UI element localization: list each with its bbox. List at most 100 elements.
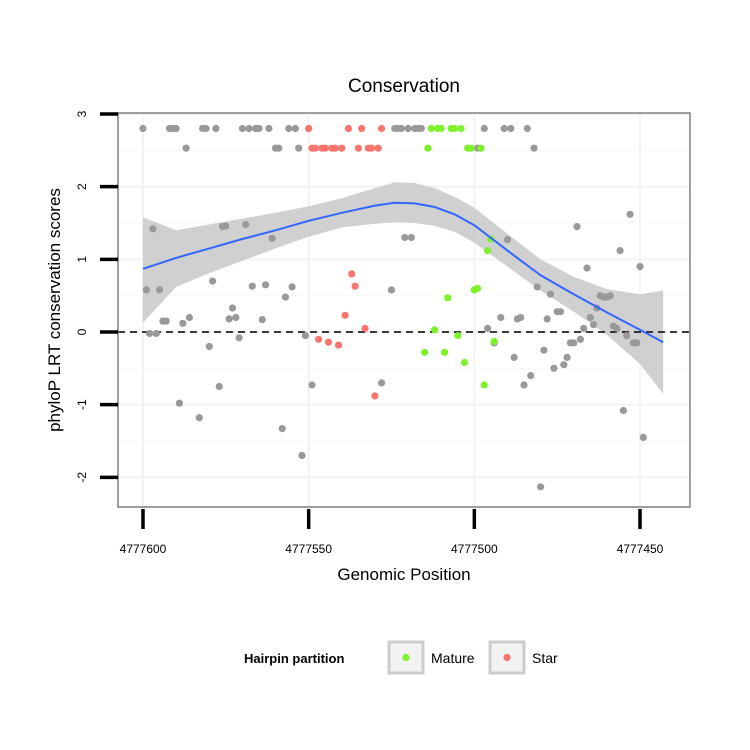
smooth-trend-line bbox=[142, 201, 664, 344]
point-star bbox=[374, 144, 382, 152]
point-mature bbox=[454, 332, 462, 340]
point-other bbox=[301, 332, 309, 340]
point-other bbox=[527, 372, 535, 380]
point-other bbox=[185, 313, 193, 322]
legend-key-star bbox=[488, 640, 526, 675]
x-tick-label: 4777450 bbox=[617, 542, 664, 556]
point-other bbox=[298, 451, 306, 460]
point-other bbox=[222, 222, 230, 230]
point-other bbox=[258, 316, 266, 324]
point-other bbox=[503, 236, 512, 244]
y-tick-label: -2 bbox=[75, 472, 89, 483]
y-axis: -2 -1 0 1 2 3 bbox=[75, 110, 118, 483]
chart-title: Conservation bbox=[348, 76, 460, 97]
point-mature bbox=[444, 294, 452, 302]
point-other bbox=[262, 281, 270, 289]
legend-entry-mature: Mature bbox=[387, 640, 475, 675]
point-mature bbox=[427, 124, 435, 133]
x-axis: 4777600 4777550 4777500 4777450 bbox=[120, 509, 664, 556]
point-other bbox=[265, 124, 273, 133]
point-other bbox=[497, 313, 505, 322]
point-other bbox=[387, 286, 396, 294]
point-other bbox=[285, 124, 293, 133]
point-star bbox=[368, 144, 376, 152]
point-other bbox=[228, 304, 237, 312]
point-other bbox=[235, 334, 243, 342]
point-star bbox=[305, 124, 313, 133]
point-other bbox=[308, 381, 316, 389]
point-star bbox=[371, 392, 379, 400]
legend-entry-star: Star bbox=[488, 640, 558, 675]
point-other bbox=[537, 483, 545, 491]
plot-panel bbox=[117, 112, 691, 508]
point-other bbox=[232, 313, 240, 322]
point-other bbox=[500, 124, 508, 133]
point-other bbox=[560, 361, 568, 369]
point-mature bbox=[490, 337, 498, 345]
x-tick-label: 4777600 bbox=[120, 542, 167, 556]
point-star bbox=[351, 282, 359, 290]
smooth-line-path bbox=[142, 201, 664, 344]
point-star bbox=[331, 144, 339, 152]
point-star bbox=[338, 144, 346, 152]
panel-border bbox=[117, 112, 691, 508]
point-mature bbox=[460, 358, 468, 367]
point-star bbox=[311, 144, 319, 152]
point-other bbox=[291, 124, 299, 133]
point-other bbox=[139, 124, 147, 133]
point-other bbox=[142, 286, 150, 294]
point-other bbox=[401, 233, 409, 242]
legend-label-mature: Mature bbox=[431, 650, 475, 666]
point-other bbox=[245, 124, 253, 133]
point-other bbox=[583, 264, 591, 272]
y-tick-label: 2 bbox=[75, 183, 89, 190]
point-other bbox=[480, 124, 488, 133]
point-other bbox=[146, 329, 154, 338]
point-other bbox=[182, 144, 190, 152]
legend-label-star: Star bbox=[532, 650, 558, 666]
point-other bbox=[242, 220, 250, 229]
point-other bbox=[407, 233, 415, 242]
point-other bbox=[626, 210, 634, 218]
point-mature bbox=[431, 326, 439, 334]
point-star bbox=[324, 338, 333, 346]
data-points bbox=[139, 124, 647, 491]
point-other bbox=[225, 315, 233, 323]
point-other bbox=[417, 124, 425, 133]
point-mature bbox=[484, 247, 492, 255]
point-other bbox=[248, 282, 256, 290]
point-mature bbox=[450, 124, 459, 133]
point-mature bbox=[421, 348, 429, 356]
point-other bbox=[149, 225, 157, 233]
point-other bbox=[205, 342, 213, 351]
point-other bbox=[484, 324, 492, 332]
point-other bbox=[639, 433, 647, 441]
x-axis-label: Genomic Position bbox=[337, 565, 470, 584]
point-other bbox=[546, 290, 555, 298]
point-other bbox=[633, 339, 641, 347]
point-other bbox=[586, 313, 594, 322]
point-star bbox=[334, 341, 343, 349]
point-other bbox=[507, 124, 515, 133]
point-other bbox=[288, 283, 296, 291]
point-other bbox=[255, 124, 263, 133]
point-other bbox=[172, 124, 180, 133]
point-other bbox=[523, 124, 531, 133]
legend-marker-star bbox=[503, 653, 511, 662]
point-mature bbox=[467, 144, 475, 152]
point-other bbox=[636, 263, 644, 271]
point-other bbox=[613, 324, 621, 332]
point-other bbox=[510, 353, 518, 361]
point-star bbox=[344, 124, 352, 133]
point-other bbox=[563, 353, 571, 361]
point-star bbox=[315, 335, 323, 343]
x-tick-label: 4777550 bbox=[285, 542, 332, 556]
point-other bbox=[550, 364, 558, 372]
point-other bbox=[530, 144, 538, 152]
legend-title: Hairpin partition bbox=[244, 651, 344, 666]
legend-marker-mature bbox=[402, 653, 410, 662]
point-other bbox=[202, 124, 210, 133]
point-other bbox=[616, 247, 624, 255]
